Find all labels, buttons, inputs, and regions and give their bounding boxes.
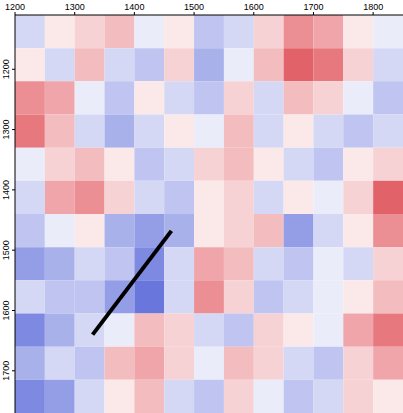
svg-text:1700: 1700 <box>303 2 323 12</box>
svg-text:1400: 1400 <box>1 180 11 200</box>
svg-text:1200: 1200 <box>5 2 25 12</box>
svg-text:1700: 1700 <box>1 361 11 381</box>
svg-text:1200: 1200 <box>1 59 11 79</box>
svg-text:1500: 1500 <box>184 2 204 12</box>
svg-text:1300: 1300 <box>1 120 11 140</box>
svg-text:1600: 1600 <box>1 300 11 320</box>
svg-text:1300: 1300 <box>65 2 85 12</box>
svg-text:1600: 1600 <box>244 2 264 12</box>
svg-text:1800: 1800 <box>363 2 383 12</box>
svg-text:1400: 1400 <box>124 2 144 12</box>
svg-text:1500: 1500 <box>1 240 11 260</box>
